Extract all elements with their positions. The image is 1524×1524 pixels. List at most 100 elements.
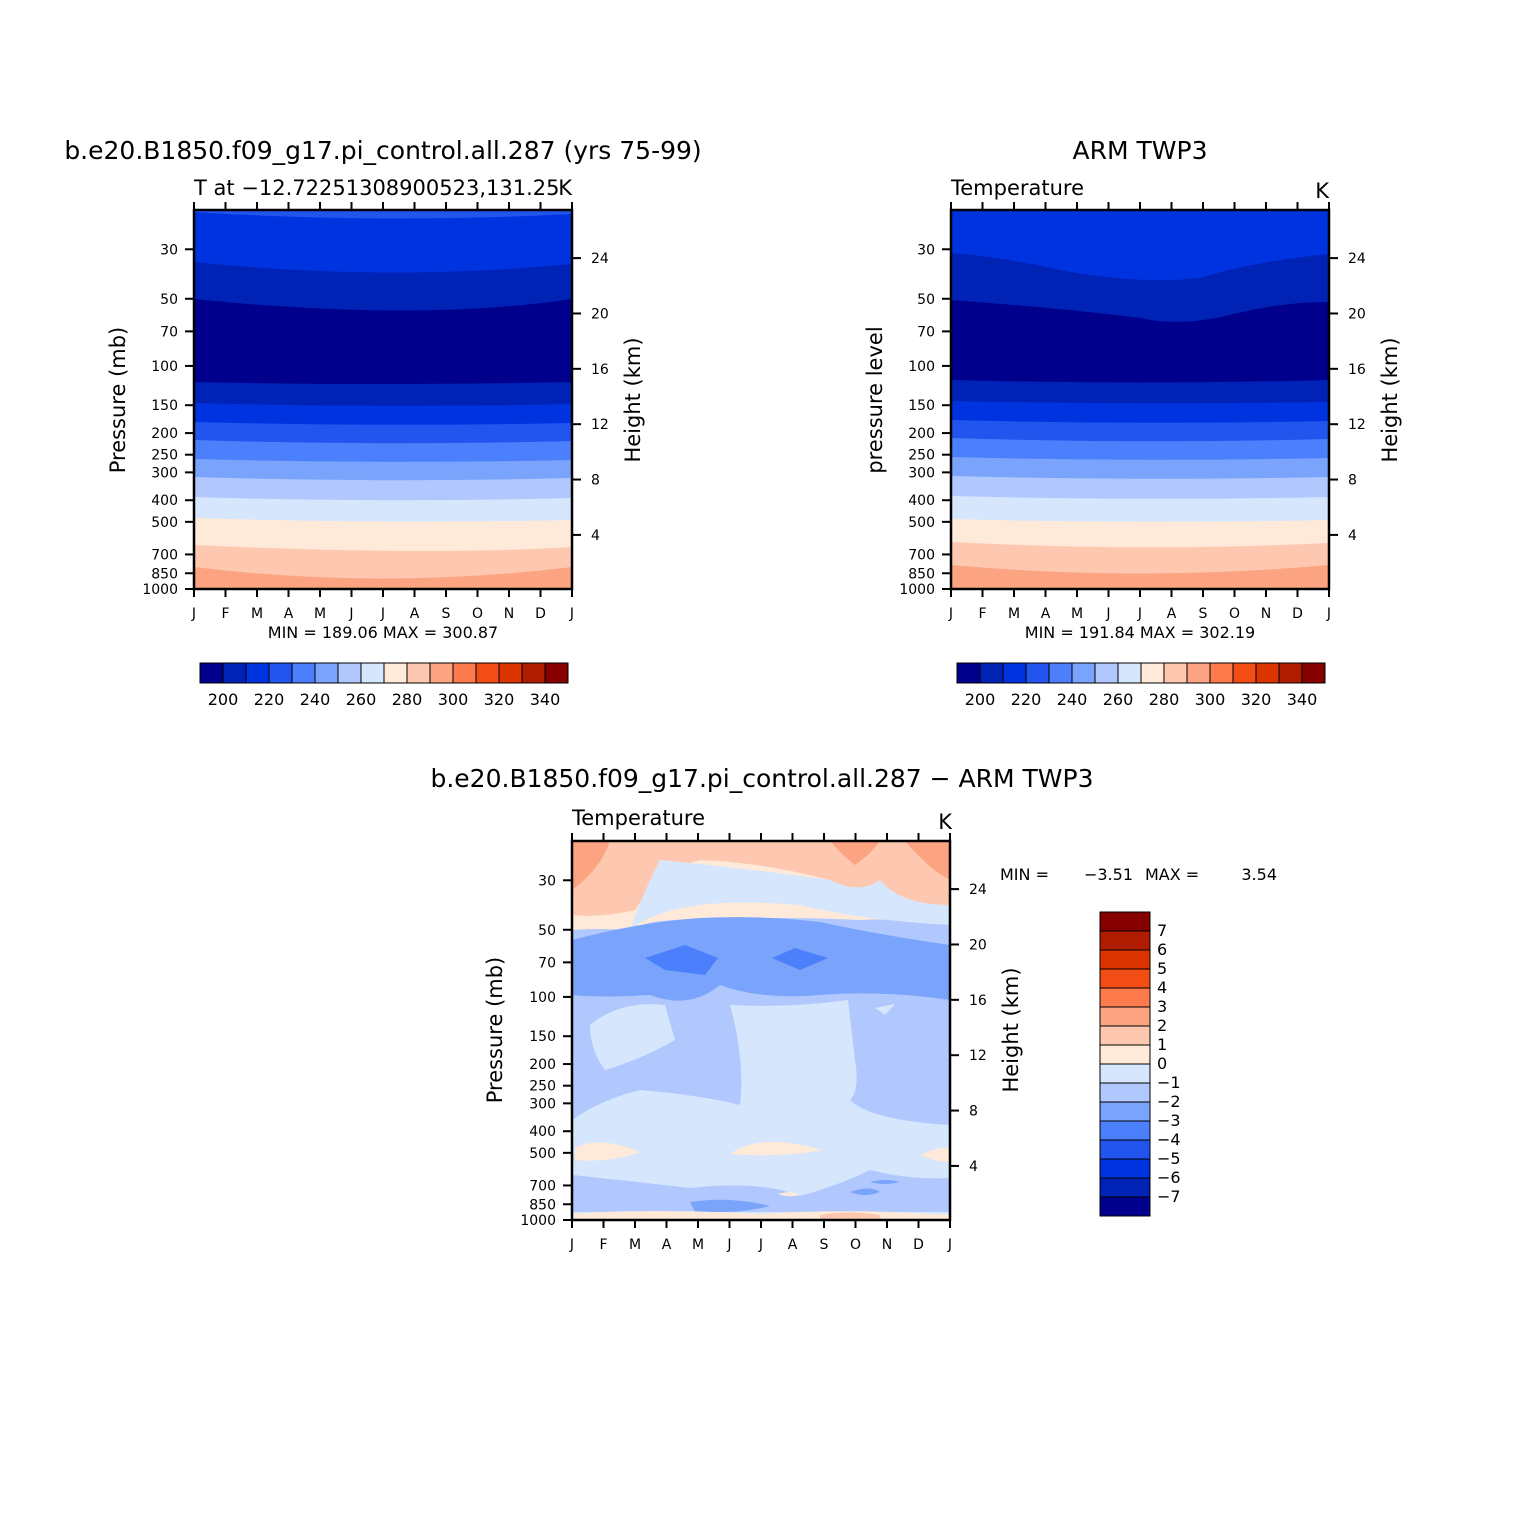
colorbar-label: 280	[392, 690, 423, 709]
x-tick-label: J	[191, 606, 196, 622]
x-tick-label: F	[978, 606, 986, 622]
y-tick-label: 1000	[520, 1213, 556, 1229]
contour-band	[572, 1000, 950, 1220]
colorbar-label: 6	[1157, 940, 1167, 959]
contour-band	[730, 1141, 822, 1156]
colorbar-label: 300	[1195, 690, 1226, 709]
colorbar-swatch	[222, 662, 247, 684]
panel-obs-title: ARM TWP3	[1073, 136, 1208, 165]
x-tick-label: J	[758, 1237, 763, 1253]
contour-band	[820, 1212, 880, 1220]
x-tick-label: A	[662, 1237, 672, 1253]
height-tick-label: 8	[969, 1104, 978, 1120]
panel-obs-units: K	[1315, 179, 1330, 203]
height-tick-label: 24	[591, 251, 609, 267]
colorbar-swatch	[1186, 662, 1211, 684]
x-tick-label: J	[569, 1237, 574, 1253]
panel-diff-title: b.e20.B1850.f09_g17.pi_control.all.287 −…	[430, 764, 1093, 793]
height-tick-label: 12	[1348, 417, 1366, 433]
colorbar-swatch	[1099, 1006, 1151, 1027]
y-tick-label: 200	[529, 1057, 556, 1073]
colorbar-label: −3	[1157, 1111, 1181, 1130]
x-tick-label: M	[629, 1237, 641, 1253]
x-tick-label: J	[947, 1237, 952, 1253]
colorbar-label: −7	[1157, 1187, 1181, 1206]
panel-obs: ARM TWP3 Temperature K J F M A M J J A S O N D J 30 5…	[863, 136, 1402, 709]
height-tick-label: 8	[1348, 473, 1357, 489]
panel-diff-contours	[572, 841, 950, 1220]
colorbar-swatch	[498, 662, 523, 684]
colorbar-swatch	[544, 662, 569, 684]
contour-band	[645, 945, 718, 975]
colorbar-label: 4	[1157, 978, 1167, 997]
panel-diff-min-value: −3.51	[1084, 865, 1133, 884]
colorbar-swatch	[1099, 949, 1151, 970]
y-tick-label: 250	[529, 1079, 556, 1095]
colorbar-swatch	[1099, 1101, 1151, 1122]
colorbar-swatch	[360, 662, 385, 684]
panel-model-title: b.e20.B1850.f09_g17.pi_control.all.287 (…	[64, 136, 701, 165]
panel-model-contours	[194, 210, 572, 589]
colorbar-swatch	[1099, 1063, 1151, 1084]
colorbar-label: 200	[965, 690, 996, 709]
x-tick-label: J	[726, 1237, 731, 1253]
colorbar-label: 260	[346, 690, 377, 709]
colorbar-swatch	[1099, 1158, 1151, 1179]
colorbar-swatch	[979, 662, 1004, 684]
y-tick-label: 300	[151, 465, 178, 481]
colorbar-label: −5	[1157, 1149, 1181, 1168]
y-tick-label: 400	[529, 1124, 556, 1140]
y-tick-label: 700	[529, 1178, 556, 1194]
x-tick-label: D	[1292, 606, 1303, 622]
y-tick-label: 150	[529, 1029, 556, 1045]
colorbar-swatch	[475, 662, 500, 684]
y-tick-label: 200	[151, 426, 178, 442]
colorbar-swatch	[337, 662, 362, 684]
y-tick-label: 30	[917, 242, 935, 258]
y-tick-label: 30	[538, 873, 556, 889]
contour-band	[572, 1170, 950, 1212]
colorbar-swatch	[291, 662, 316, 684]
colorbar-label: −6	[1157, 1168, 1181, 1187]
contour-band	[870, 1180, 900, 1184]
x-tick-label: F	[599, 1237, 607, 1253]
x-tick-label: M	[1008, 606, 1020, 622]
colorbar-swatch	[199, 662, 224, 684]
colorbar-swatch	[268, 662, 293, 684]
height-tick-label: 16	[591, 362, 609, 378]
colorbar-swatch	[429, 662, 454, 684]
y-tick-label: 700	[908, 547, 935, 563]
x-tick-label: O	[850, 1237, 861, 1253]
y-tick-label: 50	[538, 923, 556, 939]
contour-band	[572, 917, 950, 1001]
colorbar-swatch	[1140, 662, 1165, 684]
colorbar-label: 260	[1103, 690, 1134, 709]
contour-band	[572, 841, 610, 890]
height-tick-label: 24	[1348, 251, 1366, 267]
colorbar-swatch	[1099, 1139, 1151, 1160]
colorbar-swatch	[1099, 968, 1151, 989]
contour-band	[590, 1004, 675, 1070]
x-tick-label: S	[1199, 606, 1208, 622]
colorbar-swatch	[1002, 662, 1027, 684]
panel-obs-subtitle: Temperature	[950, 176, 1084, 200]
y-tick-label: 70	[538, 955, 556, 971]
x-tick-label: J	[348, 606, 353, 622]
colorbar-swatch	[452, 662, 477, 684]
x-tick-label: A	[410, 606, 420, 622]
colorbar-swatch	[314, 662, 339, 684]
x-tick-label: M	[251, 606, 263, 622]
colorbar-swatch	[1301, 662, 1326, 684]
colorbar-label: 200	[208, 690, 239, 709]
y-tick-label: 70	[917, 324, 935, 340]
colorbar-swatch	[1099, 911, 1151, 932]
y-tick-label: 200	[908, 426, 935, 442]
colorbar-label: 220	[254, 690, 285, 709]
x-tick-label: F	[221, 606, 229, 622]
colorbar-swatch	[1099, 987, 1151, 1008]
contour-band	[690, 1199, 770, 1213]
